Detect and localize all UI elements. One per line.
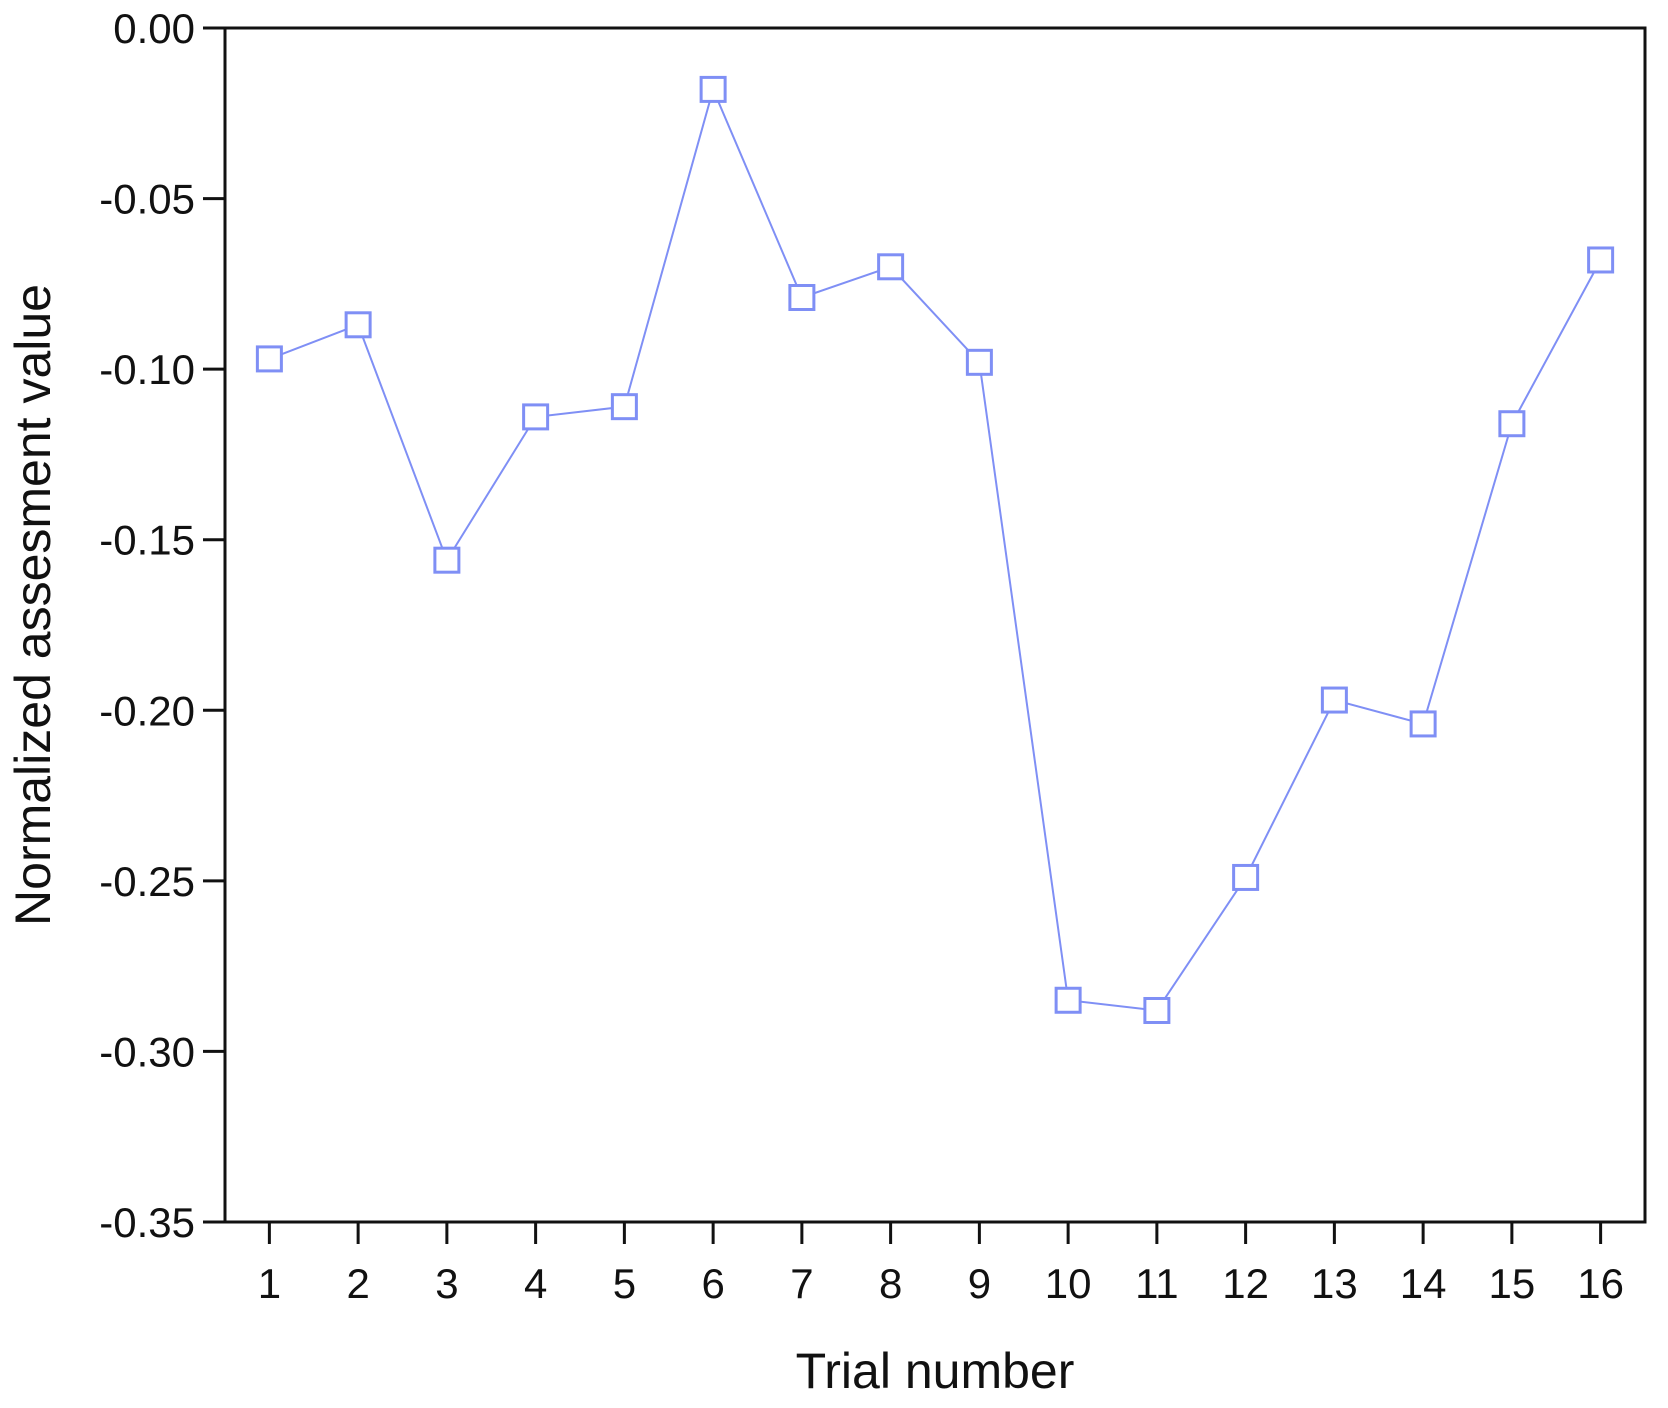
x-tick-label: 3	[435, 1260, 458, 1307]
axes-group: 0.00 -0.05 -0.10 -0.15 -0.20 -0.25 -0.30 -0.35 1…	[99, 5, 1647, 1307]
y-tick-label: -0.15	[99, 517, 195, 564]
data-point	[1409, 710, 1437, 738]
x-tick-label: 2	[346, 1260, 369, 1307]
data-point	[255, 345, 283, 373]
y-tick-label: -0.35	[99, 1199, 195, 1246]
y-tick-label: -0.20	[99, 687, 195, 734]
data-point	[1498, 410, 1526, 438]
y-tick-label: 0.00	[113, 5, 195, 52]
x-tick-label: 4	[524, 1260, 547, 1307]
x-tick-label: 15	[1489, 1260, 1536, 1307]
x-tick-label: 9	[968, 1260, 991, 1307]
data-point	[433, 546, 461, 574]
x-tick-label: 16	[1577, 1260, 1624, 1307]
data-point	[1143, 996, 1171, 1024]
x-tick-label: 10	[1045, 1260, 1092, 1307]
y-tick-label: -0.25	[99, 858, 195, 905]
series-group	[255, 75, 1615, 1024]
data-point	[1054, 986, 1082, 1014]
data-point	[877, 253, 905, 281]
plot-frame	[223, 26, 1647, 1224]
data-point	[522, 403, 550, 431]
data-point	[699, 75, 727, 103]
x-tick-label: 12	[1222, 1260, 1269, 1307]
x-tick-label: 8	[879, 1260, 902, 1307]
y-tick-label: -0.30	[99, 1028, 195, 1075]
y-tick-label: -0.10	[99, 346, 195, 393]
x-tick-label: 14	[1400, 1260, 1447, 1307]
data-point	[788, 284, 816, 312]
data-point	[610, 393, 638, 421]
x-tick-label: 5	[613, 1260, 636, 1307]
y-tick-label: -0.05	[99, 176, 195, 223]
series-line	[269, 86, 1602, 1012]
y-axis-title: Normalized assesment value	[5, 284, 61, 926]
x-tick-label: 1	[258, 1260, 281, 1307]
data-point	[1232, 863, 1260, 891]
x-tick-label: 6	[701, 1260, 724, 1307]
data-point	[1320, 686, 1348, 714]
x-axis-title: Trial number	[796, 1343, 1075, 1399]
data-point	[344, 311, 372, 339]
x-tick-label: 7	[790, 1260, 813, 1307]
x-tick-label: 11	[1135, 1260, 1179, 1307]
data-point	[1587, 246, 1615, 274]
data-point	[965, 348, 993, 376]
x-tick-label: 13	[1311, 1260, 1358, 1307]
